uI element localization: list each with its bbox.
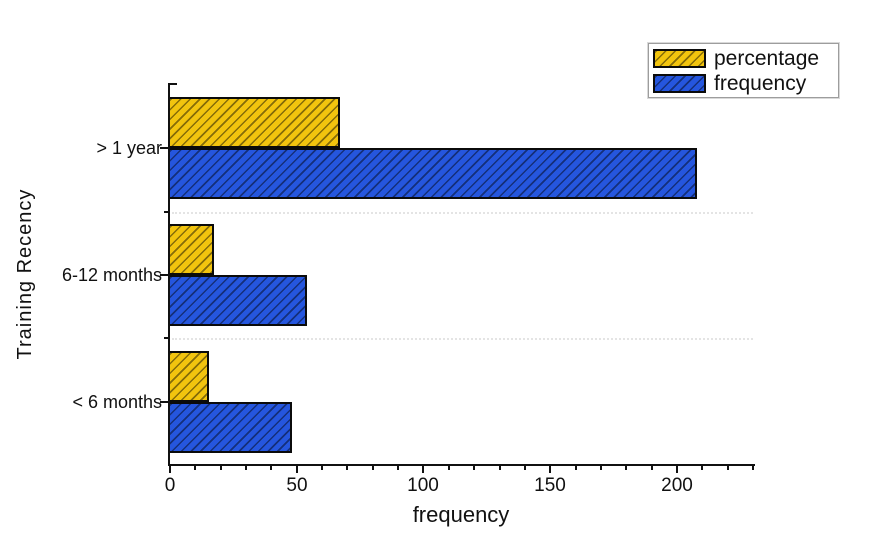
x-minor-tick xyxy=(220,466,222,470)
x-minor-tick xyxy=(625,466,627,470)
legend-item-frequency: frequency xyxy=(653,73,832,94)
x-minor-tick xyxy=(245,466,247,470)
y-category-label: 6-12 months xyxy=(61,265,162,285)
frequency-bar xyxy=(168,402,292,453)
legend: percentage frequency xyxy=(647,42,840,99)
y-category-label: < 6 months xyxy=(72,392,162,412)
x-major-tick xyxy=(676,466,678,473)
x-minor-tick xyxy=(600,466,602,470)
x-major-tick xyxy=(422,466,424,473)
category-boundary-gridline xyxy=(172,212,753,214)
percentage-bar xyxy=(168,97,340,148)
legend-label-frequency: frequency xyxy=(714,72,807,95)
category-boundary-gridline xyxy=(172,338,753,340)
x-major-tick xyxy=(296,466,298,473)
legend-label-percentage: percentage xyxy=(714,47,820,70)
x-axis-line xyxy=(168,464,755,466)
y-major-tick xyxy=(160,147,170,149)
frequency-bar xyxy=(168,275,307,326)
y-axis-top-minor-tick xyxy=(170,83,177,85)
x-minor-tick xyxy=(473,466,475,470)
x-tick-label: 200 xyxy=(661,475,693,496)
x-minor-tick xyxy=(752,466,754,470)
x-tick-label: 100 xyxy=(407,475,439,496)
x-minor-tick xyxy=(701,466,703,470)
y-major-tick xyxy=(160,401,170,403)
x-minor-tick xyxy=(346,466,348,470)
x-tick-label: 50 xyxy=(286,475,308,496)
x-minor-tick xyxy=(372,466,374,470)
y-minor-tick xyxy=(164,337,170,339)
x-axis-title: frequency xyxy=(412,502,510,527)
x-major-tick xyxy=(549,466,551,473)
percentage-bar xyxy=(168,351,209,402)
y-major-tick xyxy=(160,274,170,276)
x-tick-label: 150 xyxy=(534,475,566,496)
x-tick-label: 0 xyxy=(164,475,176,496)
x-minor-tick xyxy=(651,466,653,470)
y-minor-tick xyxy=(164,211,170,213)
x-minor-tick xyxy=(321,466,323,470)
frequency-bar xyxy=(168,148,697,199)
legend-item-percentage: percentage xyxy=(653,48,832,69)
x-minor-tick xyxy=(194,466,196,470)
y-category-label: > 1 year xyxy=(96,138,162,158)
x-minor-tick xyxy=(727,466,729,470)
x-major-tick xyxy=(169,466,171,473)
x-minor-tick xyxy=(448,466,450,470)
y-axis-line xyxy=(168,83,170,466)
y-axis-title: Training Recency xyxy=(14,188,36,360)
x-minor-tick xyxy=(575,466,577,470)
x-minor-tick xyxy=(270,466,272,470)
percentage-bar xyxy=(168,224,214,275)
frequency-swatch xyxy=(653,74,706,93)
percentage-swatch xyxy=(653,49,706,68)
x-minor-tick xyxy=(397,466,399,470)
x-minor-tick xyxy=(524,466,526,470)
x-minor-tick xyxy=(499,466,501,470)
